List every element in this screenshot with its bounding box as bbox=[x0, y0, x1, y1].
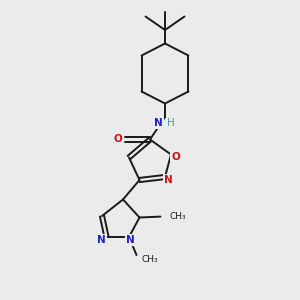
Text: N: N bbox=[164, 175, 173, 185]
Text: H: H bbox=[167, 118, 175, 128]
Text: N: N bbox=[154, 118, 163, 128]
Text: O: O bbox=[113, 134, 122, 145]
Text: O: O bbox=[171, 152, 180, 163]
Text: N: N bbox=[97, 235, 106, 245]
Text: CH₃: CH₃ bbox=[142, 255, 158, 264]
Text: N: N bbox=[126, 235, 135, 245]
Text: CH₃: CH₃ bbox=[169, 212, 186, 221]
